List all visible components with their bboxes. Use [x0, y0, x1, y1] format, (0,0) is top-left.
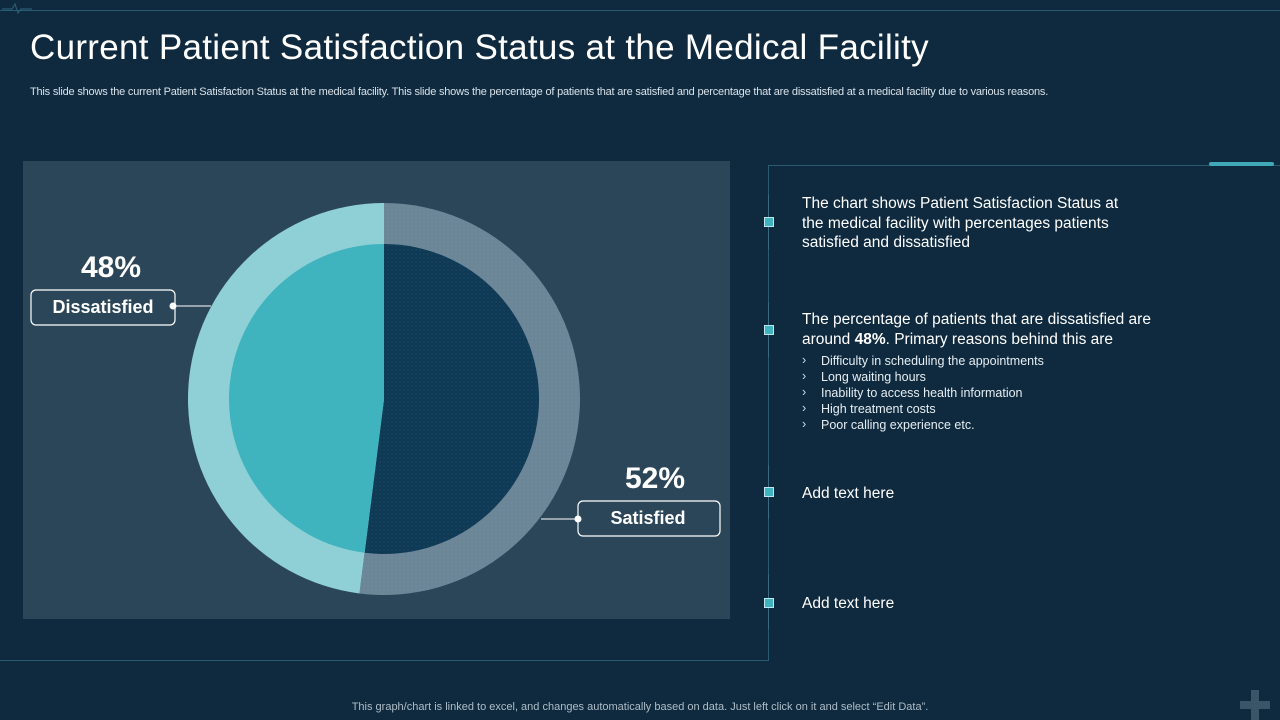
dissatisfied-category-label: Dissatisfied	[52, 297, 153, 317]
point-marker	[764, 325, 774, 335]
point-marker	[764, 487, 774, 497]
panel-left-border	[768, 165, 769, 661]
reason-item: Inability to access health information	[802, 384, 1172, 401]
reasons-list: Difficulty in scheduling the appointment…	[802, 352, 1172, 433]
point-2-text-start: The percentage of patients that are diss…	[802, 311, 1151, 348]
pie-chart[interactable]: 48% Dissatisfied 52% Satisfied	[23, 161, 730, 619]
satisfied-category-label: Satisfied	[610, 508, 685, 528]
point-2-highlight: 48%	[854, 330, 886, 348]
point-3-text[interactable]: Add text here	[802, 485, 895, 502]
page-subtitle: This slide shows the current Patient Sat…	[30, 86, 1049, 98]
point-2[interactable]: The percentage of patients that are diss…	[802, 310, 1172, 433]
page-title: Current Patient Satisfaction Status at t…	[30, 28, 929, 67]
dissatisfied-label-dot	[169, 302, 177, 310]
satisfied-label-dot	[574, 515, 582, 523]
point-1-text[interactable]: The chart shows Patient Satisfaction Sta…	[802, 195, 1119, 251]
satisfied-slice-texture	[364, 244, 540, 554]
footer-note: This graph/chart is linked to excel, and…	[351, 701, 929, 713]
panel-top-border	[768, 165, 1280, 166]
reason-item: Long waiting hours	[802, 368, 1172, 385]
reason-item: High treatment costs	[802, 400, 1172, 417]
heartbeat-icon	[2, 2, 32, 14]
medical-cross-icon	[1240, 690, 1270, 720]
chart-panel[interactable]: 48% Dissatisfied 52% Satisfied	[23, 161, 730, 619]
reason-item: Difficulty in scheduling the appointment…	[802, 352, 1172, 369]
point-2-text-end: . Primary reasons behind this are	[885, 330, 1114, 348]
reason-item: Poor calling experience etc.	[802, 416, 1172, 433]
dissatisfied-slice[interactable]	[229, 244, 384, 553]
bottom-divider	[0, 660, 769, 661]
point-marker	[764, 217, 774, 227]
dissatisfied-value-label: 48%	[81, 251, 141, 284]
satisfied-value-label: 52%	[625, 462, 685, 495]
point-4-text[interactable]: Add text here	[802, 595, 895, 612]
accent-bar	[1209, 162, 1274, 166]
point-marker	[764, 598, 774, 608]
top-divider	[0, 10, 1280, 11]
